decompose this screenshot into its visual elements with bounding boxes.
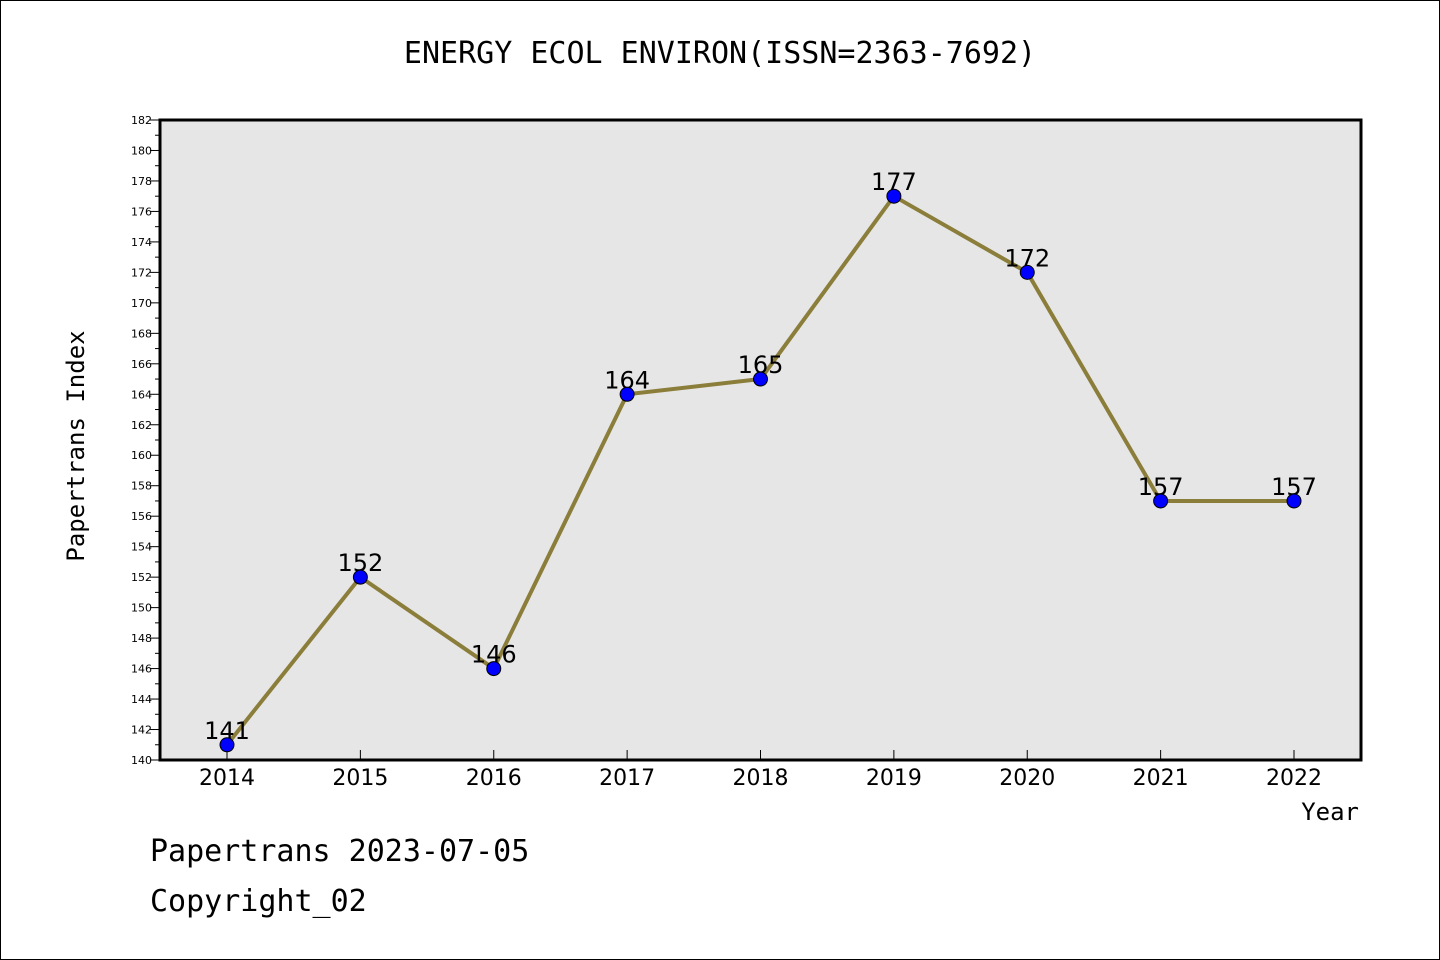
y-tick-label: 148	[131, 632, 152, 645]
y-tick-label: 140	[131, 754, 152, 767]
plot-area	[158, 118, 1363, 762]
chart-title: ENERGY ECOL ENVIRON(ISSN=2363-7692)	[403, 36, 1037, 71]
data-point	[753, 371, 768, 387]
y-tick-label: 182	[131, 114, 152, 127]
y-tick-label: 152	[131, 571, 152, 584]
x-tick-label: 2019	[866, 766, 922, 791]
y-tick-label: 170	[131, 297, 152, 310]
x-axis-label: Year	[1301, 798, 1359, 826]
data-point	[1019, 264, 1035, 280]
x-tick-label: 2021	[1133, 766, 1189, 791]
x-tick-label: 2016	[466, 766, 522, 791]
x-tick-label: 2020	[999, 766, 1055, 791]
y-axis: 140 142 144 146 148 150 152 154 156 158 160 162 164 1…	[131, 114, 160, 767]
x-tick-label: 2018	[733, 766, 789, 791]
y-tick-label: 172	[131, 266, 152, 279]
y-tick-label: 174	[131, 236, 152, 249]
y-tick-label: 176	[131, 205, 152, 218]
y-tick-label: 178	[131, 175, 152, 188]
y-tick-label: 144	[131, 693, 152, 706]
y-tick-label: 158	[131, 480, 152, 493]
y-tick-label: 156	[131, 510, 152, 523]
x-tick-label: 2017	[599, 766, 655, 791]
footer-date: Papertrans 2023-07-05	[150, 834, 530, 869]
x-tick-label: 2015	[332, 766, 388, 791]
y-tick-label: 180	[131, 144, 152, 157]
y-tick-label: 154	[131, 541, 152, 554]
y-tick-label: 150	[131, 602, 152, 615]
data-point	[486, 661, 502, 677]
data-point	[886, 188, 902, 204]
y-tick-label: 166	[131, 358, 152, 371]
data-point	[1286, 493, 1302, 509]
x-tick-label: 2022	[1266, 766, 1322, 791]
footer-copyright: Copyright_02	[150, 884, 367, 919]
data-point	[219, 737, 235, 753]
data-point	[1153, 493, 1169, 509]
y-tick-label: 142	[131, 724, 152, 737]
x-axis: 2014 2015 2016 2017 2018 2019 2020 2021 2022	[199, 750, 1322, 791]
data-point	[352, 569, 368, 585]
y-tick-label: 162	[131, 419, 152, 432]
y-tick-label: 164	[131, 388, 152, 401]
y-axis-label: Papertrans Index	[62, 330, 90, 561]
data-point	[619, 386, 635, 402]
x-tick-label: 2014	[199, 766, 255, 791]
y-tick-label: 160	[131, 449, 152, 462]
y-tick-label: 168	[131, 327, 152, 340]
y-tick-label: 146	[131, 663, 152, 676]
